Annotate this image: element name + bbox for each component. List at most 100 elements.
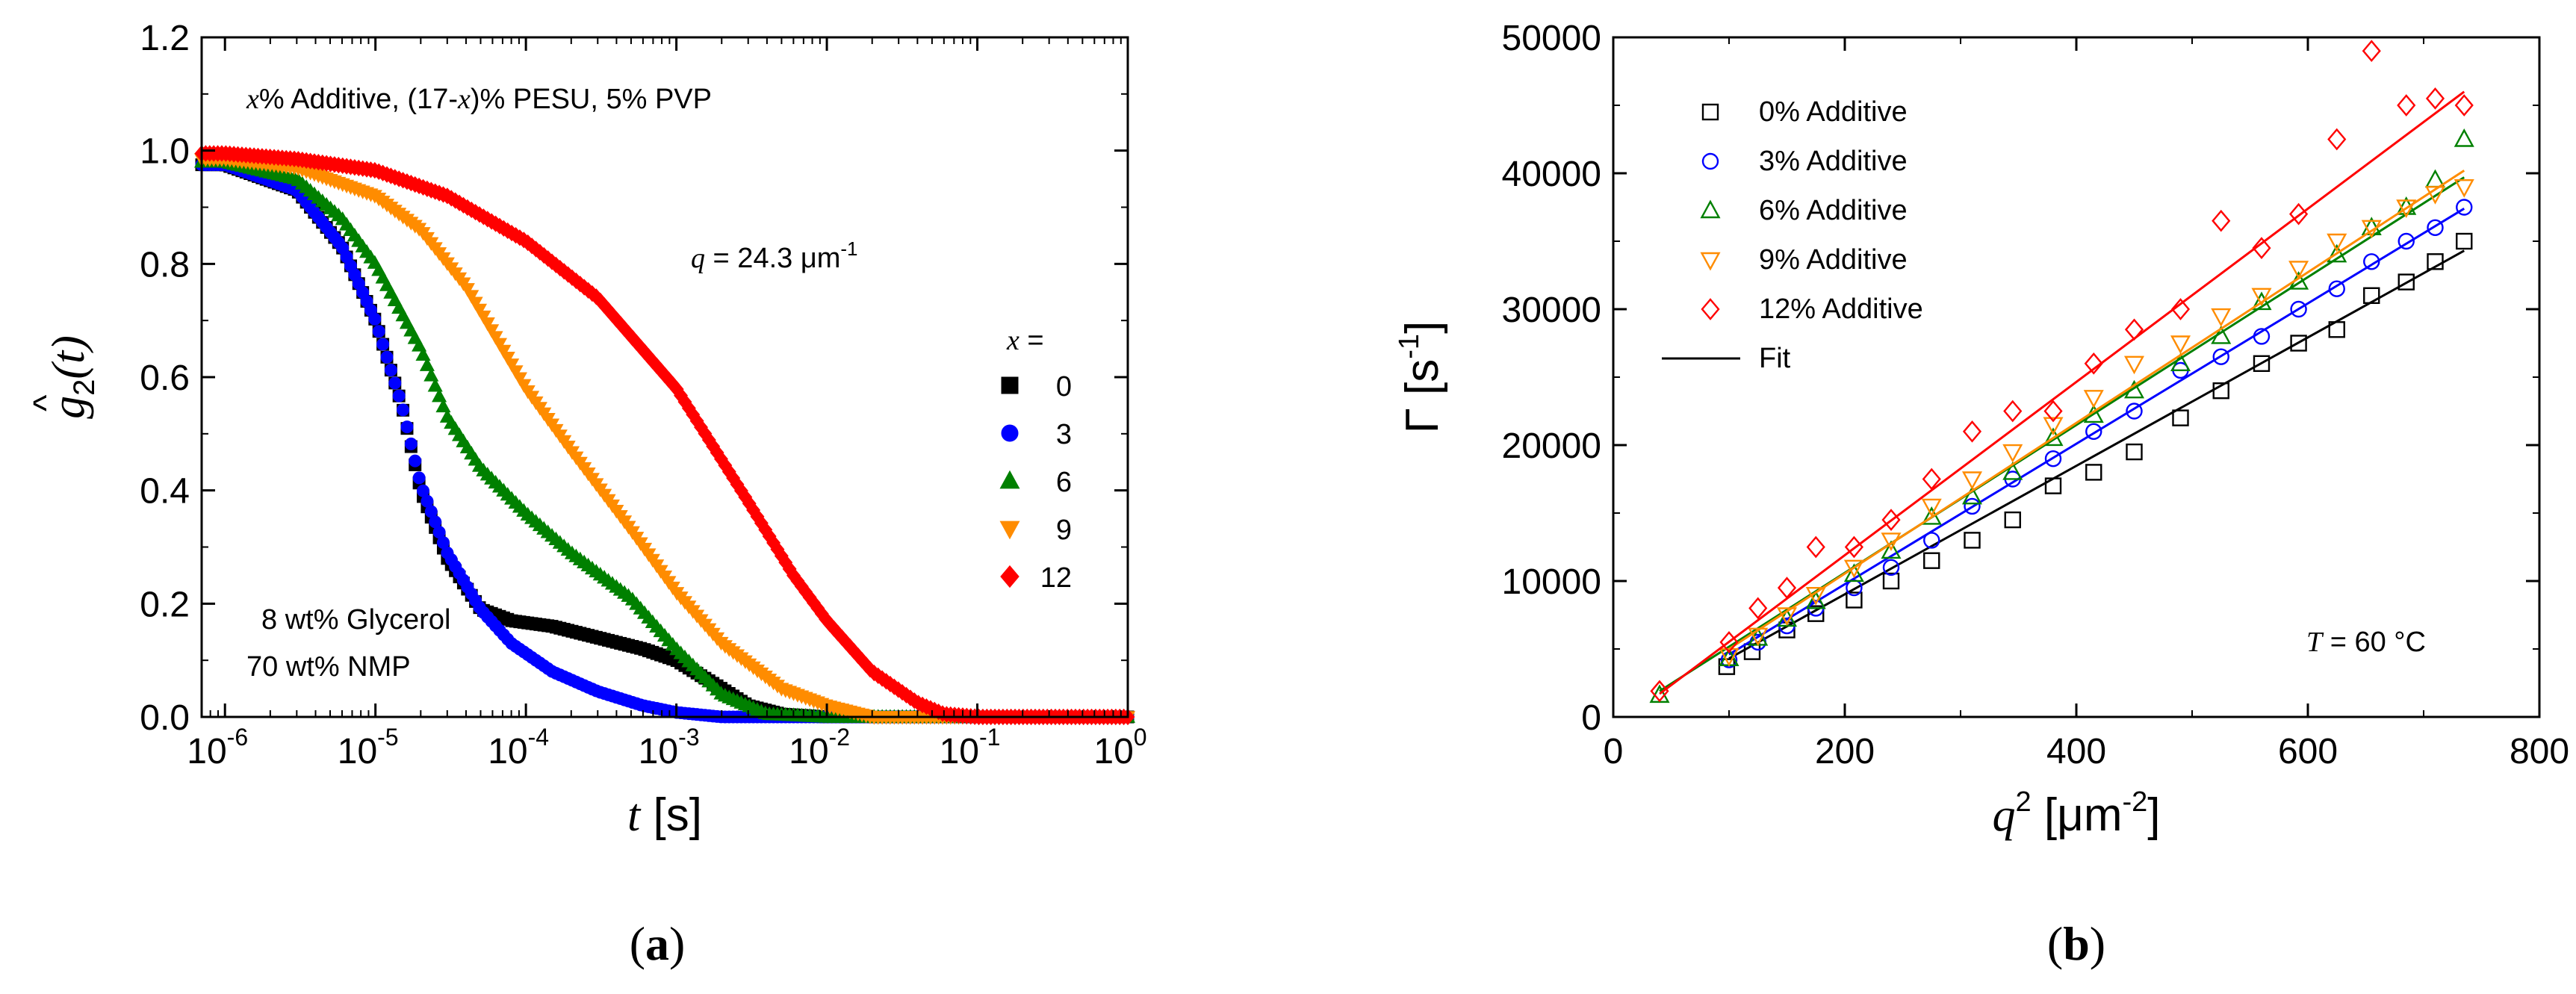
legend-fit-label: Fit [1759,343,1791,374]
data-point [2327,128,2347,151]
data-point [2363,287,2380,304]
data-point [1843,559,1864,579]
data-point [1964,532,1981,549]
data-point [2362,40,2381,63]
y-tick-label: 0.4 [140,472,190,512]
annotation-temperature: T = 60 °C [2306,627,2426,658]
data-point [1748,627,1769,647]
data-point [2124,318,2144,341]
y-axis-label-sub: 2 [68,379,101,396]
legend-label: 0% Additive [1759,96,1908,128]
data-point [479,317,495,332]
panel-label-a-letter: a [645,917,669,970]
data-point [400,420,414,434]
fit-line [1659,90,2465,695]
data-point [2251,288,2272,307]
data-point [1805,590,1826,609]
plot-area-a [193,145,1136,726]
x-tick-base: 10 [940,732,979,771]
title-var: x [246,84,259,115]
legend-marker [1701,152,1719,170]
data-point [435,398,451,413]
x-ticks-a: 10-6 10-5 10-4 10-3 10-2 10-1 100 [187,37,1147,771]
x-tick-label: 100 [1093,724,1146,771]
data-point [2253,328,2271,345]
data-point [412,471,426,485]
x-tick-exp: -2 [829,724,850,751]
fit-line [1659,176,2465,692]
legend-label: 6% Additive [1759,195,1908,226]
legend-label: 9% Additive [1759,244,1908,276]
data-point [2454,178,2474,198]
panel-label-b-letter: b [2063,917,2090,970]
legend-label: 12 [1040,562,1072,594]
data-point [432,388,447,403]
data-point [2170,352,2191,371]
panel-label-a: (a) [630,917,686,970]
chart-panel-b: 0 200 400 600 800 0 10000 20000 30000 40000 50000… [1394,19,2569,970]
legend-label: 6 [1056,467,1072,498]
data-point [2456,232,2473,250]
data-point [2212,209,2231,232]
legend-b: 0% Additive 3% Additive 6% Additive 9% Addi… [1662,96,1923,374]
data-point [1961,471,1983,490]
data-point [500,351,515,366]
y-tick-label: 0.2 [140,585,190,624]
data-point [368,312,382,326]
x-tick-base: 10 [338,732,377,771]
y-tick-label: 10000 [1502,562,1601,602]
data-point [2361,220,2382,239]
data-point [392,389,406,403]
legend-title-a: x = [1006,325,1044,356]
data-point [2397,232,2415,250]
x-tick-label: 10-2 [789,724,850,771]
y-tick-label: 1.2 [140,19,190,58]
x-tick-base: 10 [1093,732,1133,771]
x-tick-base: 10 [488,732,527,771]
x-tick-exp: 0 [1134,724,1147,751]
y-axis-label-base: g [43,396,94,419]
legend-label: 12% Additive [1759,293,1923,325]
data-point [476,310,491,325]
data-point [1962,420,1982,443]
data-point [471,303,488,318]
legend-label: 3% Additive [1759,146,1908,177]
data-point [496,344,512,359]
data-point [1881,540,1902,559]
y-axis-label-b-close: ] [1397,321,1448,334]
x-tick-base: 10 [639,732,678,771]
data-point [2425,87,2445,110]
data-point [1882,559,1900,576]
fit-line [1728,249,2465,660]
data-point [2454,94,2474,117]
data-point [2212,348,2229,365]
series-0% Additive [1718,232,2473,675]
data-point [2085,423,2102,440]
y-tick-label: 0.0 [140,698,190,738]
chart-title-a: x% Additive, (17-x)% PESU, 5% PVP [246,84,712,115]
legend-title-text: = [1019,325,1044,356]
data-point [488,331,503,345]
legend-marker [1000,565,1019,588]
data-point [1964,497,1981,515]
x-tick-label: 10-3 [639,724,700,771]
series-12% Additive [1650,40,2474,703]
data-point [2043,400,2063,423]
annotation-condition-1: 8 wt% Glycerol [261,604,450,636]
series-9% Additive [1719,170,2474,667]
x-tick-label: 10-5 [338,724,399,771]
x-tick-label: 10-1 [940,724,1001,771]
annotation-q-text: = 24.3 μm [705,243,840,274]
data-point [1922,468,1941,491]
data-point [2253,355,2271,372]
data-point [404,437,418,450]
legend-label: 9 [1056,515,1072,546]
legend-title-var: x [1006,325,1019,356]
data-point [423,367,439,382]
x-tick-base: 10 [789,732,828,771]
x-tick-label: 10-4 [488,724,549,771]
y-axis-label-b-text: Γ [s [1397,359,1448,434]
data-point [2003,400,2023,423]
y-tick-label: 1.0 [140,132,190,172]
